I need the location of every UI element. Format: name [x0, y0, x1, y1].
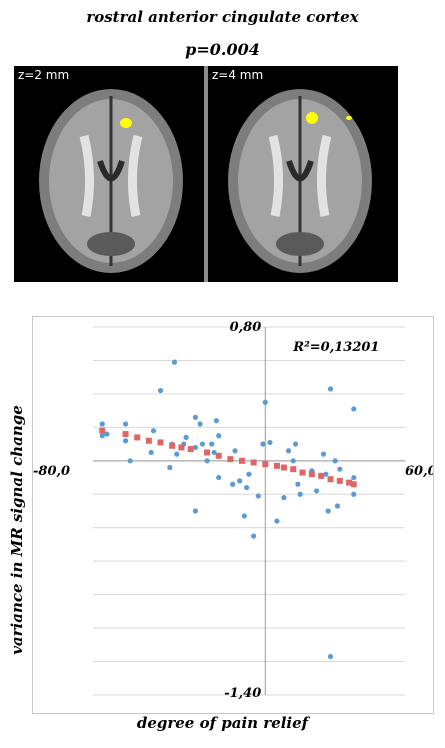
panel-divider — [204, 66, 208, 282]
p-value-label: p=0.004 — [185, 40, 260, 59]
data-point — [332, 458, 338, 464]
activation-cluster — [306, 112, 318, 124]
figure-title: rostral anterior cingulate cortex — [86, 8, 359, 26]
data-point — [192, 414, 199, 420]
data-point — [327, 386, 334, 392]
data-point — [171, 359, 178, 365]
data-point — [237, 478, 243, 484]
fit-marker — [187, 446, 194, 453]
data-point — [325, 508, 331, 514]
fit-marker — [134, 434, 141, 441]
data-point — [320, 451, 327, 457]
fit-marker — [227, 456, 234, 463]
data-point — [351, 406, 357, 412]
data-point — [244, 484, 250, 491]
x-axis-label: degree of pain relief — [136, 714, 309, 732]
activation-cluster — [120, 118, 132, 128]
data-point — [199, 441, 206, 447]
fit-marker — [318, 472, 325, 479]
fit-marker — [336, 477, 343, 484]
data-point — [204, 458, 210, 464]
x-axis-max-label: 60,0 — [405, 464, 433, 479]
fit-marker — [327, 476, 334, 483]
r-squared-annotation: R²=0,13201 — [292, 340, 379, 355]
scatter-chart: 0,80 -1,40 -80,0 60,0 R²=0,13201 — [33, 320, 433, 701]
slice-label-left: z=2 mm — [18, 68, 70, 82]
data-point — [148, 449, 154, 456]
data-point — [209, 441, 215, 447]
data-point — [262, 399, 268, 405]
fit-marker — [178, 444, 185, 451]
data-point — [281, 495, 287, 501]
brain-axial-slice-right — [228, 89, 372, 273]
data-point — [327, 653, 334, 660]
data-point — [255, 493, 261, 499]
data-point — [241, 513, 247, 519]
brain-slice-panel-left: z=2 mm — [14, 66, 204, 282]
data-point — [127, 458, 133, 464]
fit-marker — [308, 471, 315, 478]
fit-marker — [145, 437, 152, 444]
fit-marker — [215, 452, 222, 459]
fit-marker — [280, 464, 287, 471]
data-point — [122, 421, 129, 427]
y-axis-label: variance in MR signal change — [8, 405, 26, 655]
data-point — [230, 481, 236, 487]
data-point — [297, 491, 303, 497]
activation-cluster-small — [346, 116, 352, 120]
fit-marker — [346, 479, 353, 486]
fit-marker — [157, 439, 164, 446]
data-point — [216, 474, 222, 481]
data-point — [99, 433, 105, 439]
data-point — [351, 474, 357, 481]
x-axis-min-label: -80,0 — [33, 464, 70, 479]
slice-label-right: z=4 mm — [212, 68, 264, 82]
fit-marker — [250, 459, 257, 466]
data-point — [334, 503, 341, 509]
data-point — [274, 518, 280, 524]
data-point — [323, 471, 329, 477]
fit-marker — [273, 462, 280, 469]
data-point — [99, 421, 105, 427]
data-point — [337, 466, 343, 472]
chart-frame: 0,80 -1,40 -80,0 60,0 R²=0,13201 — [32, 316, 434, 714]
data-point — [351, 491, 357, 497]
data-point — [157, 387, 164, 394]
data-point — [197, 421, 203, 427]
data-point — [192, 508, 199, 514]
fit-marker — [99, 427, 106, 434]
y-axis-min-label: -1,40 — [224, 686, 261, 701]
data-point — [313, 488, 320, 494]
data-point — [211, 449, 217, 456]
data-point — [150, 428, 157, 434]
data-point — [213, 418, 219, 424]
data-point — [246, 471, 252, 477]
fit-marker — [299, 469, 306, 476]
fit-marker — [350, 481, 357, 488]
fit-marker — [122, 431, 129, 438]
data-point — [167, 464, 173, 471]
data-point — [292, 441, 299, 447]
fit-marker — [262, 461, 269, 468]
data-point — [290, 458, 296, 464]
data-point — [104, 431, 110, 437]
data-point — [285, 448, 292, 454]
data-point — [267, 439, 273, 446]
data-point — [232, 448, 238, 454]
data-point — [295, 481, 301, 487]
fit-marker — [204, 449, 211, 456]
brain-slice-panel-right: z=4 mm — [208, 66, 398, 282]
fit-marker — [169, 442, 176, 449]
fit-marker — [290, 466, 297, 473]
data-point — [192, 444, 199, 451]
y-axis-max-label: 0,80 — [230, 320, 262, 335]
data-point — [216, 433, 222, 439]
fit-marker — [239, 457, 245, 464]
data-point — [251, 533, 257, 539]
data-point — [183, 434, 189, 440]
data-point — [122, 438, 129, 444]
data-point — [174, 451, 180, 457]
brain-axial-slice-left — [39, 89, 183, 273]
data-point — [260, 441, 266, 447]
